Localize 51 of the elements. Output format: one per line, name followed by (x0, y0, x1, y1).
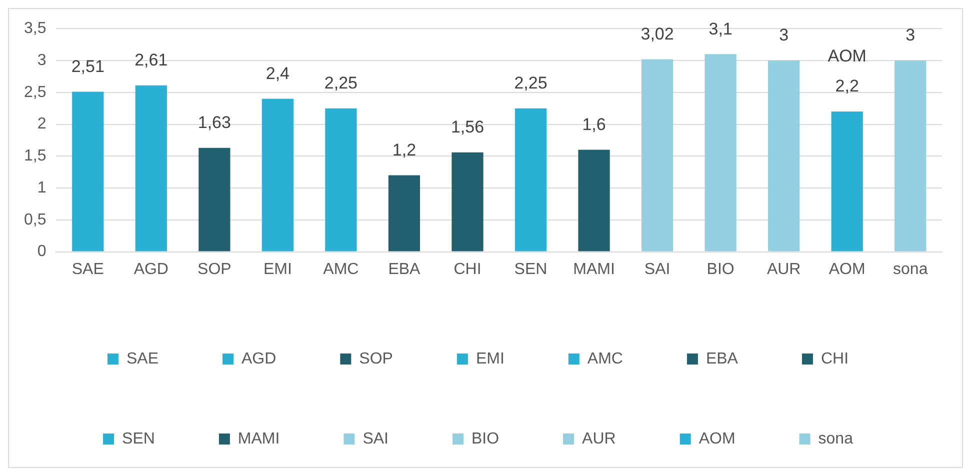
y-tick-label: 1 (37, 179, 46, 196)
x-tick-label: SAE (72, 260, 104, 278)
x-tick-label: AMC (323, 260, 359, 278)
data-label: 3,02 (640, 24, 674, 44)
data-label: 1,56 (450, 118, 484, 137)
data-label: 1,63 (198, 113, 231, 132)
data-label: 3 (779, 26, 789, 45)
legend-label: SAI (362, 430, 388, 448)
x-tick-label: SOP (198, 260, 232, 278)
data-label: 2,2 (835, 76, 859, 96)
legend-label: sona (818, 430, 854, 448)
legend-label: MAMI (238, 430, 280, 448)
x-tick-label: SEN (514, 260, 548, 278)
legend-label: AOM (698, 430, 736, 448)
legend-label: BIO (471, 430, 500, 448)
y-tick-label: 1,5 (24, 148, 46, 165)
y-tick-label: 2,5 (24, 84, 46, 101)
legend-label: SOP (359, 350, 393, 368)
data-label: 3 (906, 26, 916, 45)
data-label: 2,25 (324, 74, 358, 92)
x-tick-label: sona (893, 260, 928, 278)
legend-label: SAE (126, 350, 158, 368)
y-tick-label: 3,5 (24, 20, 46, 38)
annotation: AOM (828, 46, 866, 66)
legend-label: SEN (122, 430, 155, 448)
x-tick-label: SAI (644, 260, 670, 278)
data-label: 2,61 (134, 50, 168, 70)
data-label: 1,6 (582, 114, 606, 134)
y-tick-label: 2 (37, 116, 46, 133)
x-tick-label: EMI (263, 260, 292, 278)
data-label: 1,2 (392, 140, 416, 160)
y-tick-label: 3 (37, 52, 46, 69)
y-tick-label: 0,5 (24, 211, 46, 228)
data-label: 2,51 (71, 56, 104, 76)
x-tick-label: AUR (766, 260, 801, 278)
data-label: 2,25 (514, 74, 548, 92)
x-tick-label: MAMI (573, 260, 615, 278)
legend-label: EBA (706, 350, 738, 368)
legend-label: AGD (241, 350, 276, 368)
y-tick-label: 0 (37, 243, 46, 260)
x-tick-label: AGD (134, 260, 168, 278)
legend-label: AMC (587, 350, 623, 368)
legend-label: CHI (820, 350, 849, 368)
x-tick-label: CHI (454, 260, 482, 278)
data-label: 2,4 (266, 64, 290, 83)
data-label: 3,1 (708, 19, 732, 38)
x-tick-label: BIO (706, 260, 734, 278)
legend-label: EMI (476, 350, 504, 368)
legend-label: AUR (582, 430, 616, 448)
x-tick-label: AOM (828, 260, 866, 278)
x-tick-label: EBA (388, 260, 421, 278)
